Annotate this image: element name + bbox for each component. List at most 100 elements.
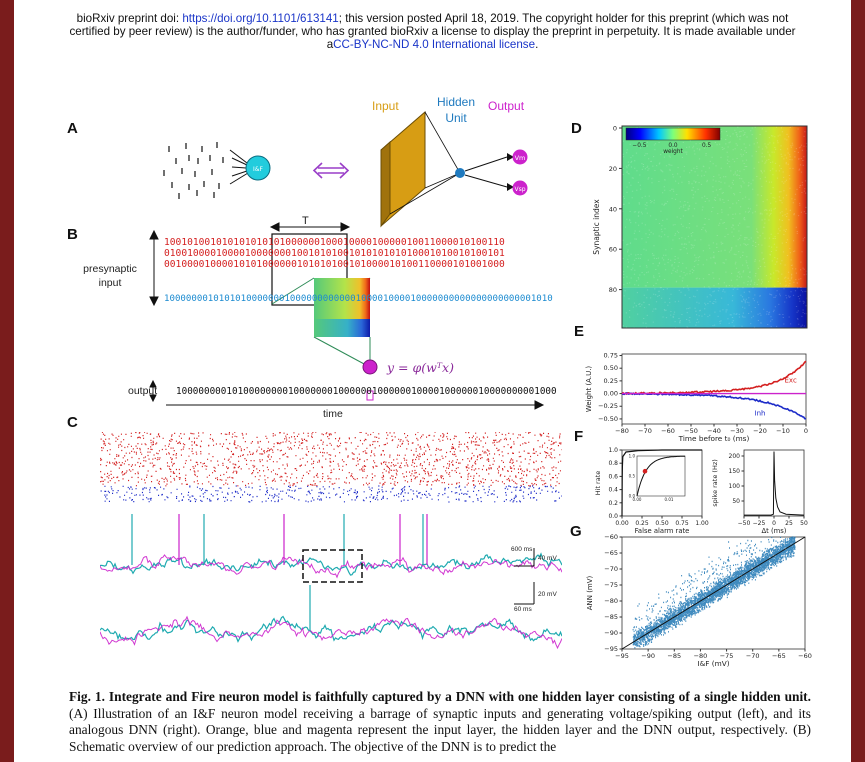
spike-raster-plot	[100, 431, 564, 504]
identity-line	[621, 536, 806, 650]
output-bits: 1000000001010000000010000000100000010000…	[176, 386, 557, 397]
ytick-label: −60	[604, 533, 618, 541]
hidden-to-output-lines	[464, 156, 508, 188]
dendrite-lines	[229, 149, 249, 185]
inset-xtick: 0.00	[633, 497, 642, 502]
panel-label-d: D	[571, 120, 582, 137]
legend-exc: Exc	[785, 376, 797, 384]
inset-ytick: 1.0	[629, 454, 636, 459]
equivalence-arrow	[312, 162, 350, 179]
output-unit	[362, 359, 378, 375]
if-neuron-body	[245, 155, 271, 181]
license-link[interactable]: CC-BY-NC-ND 4.0 International license	[333, 38, 536, 51]
xtick-label: −10	[776, 427, 790, 435]
xtick-label: −20	[753, 427, 767, 435]
exc-input-row-3: 0010000100001010100000010101010010100001…	[164, 259, 505, 270]
input-spike-raster	[163, 142, 224, 199]
xtick-label: −80	[694, 652, 708, 660]
ytick-label: 0	[613, 125, 617, 133]
output-label: output	[128, 385, 158, 397]
spike-rate-chart: −50 −25 0 25 50 200 150 100 50 Δt (ms) spike rate …	[711, 449, 808, 535]
ylabel: Weight (A.U.)	[585, 366, 593, 413]
xtick-label: −70	[638, 427, 652, 435]
inh-input-row: 1000000010101010000000100000000000010000…	[164, 294, 553, 304]
weight-matrix-exc	[314, 278, 370, 319]
colorbar	[625, 127, 721, 141]
xtick-label: 0.50	[655, 520, 669, 527]
weights-heatmap-chart: 0 20 40 60 80 Synaptic index −0.5 0.0 0.5 weight	[592, 125, 809, 329]
xlabel: I&F (mV)	[697, 659, 729, 668]
exc-input-row-1: 1001010010101010101010000001000100001000…	[164, 237, 505, 248]
ytick-label: 0.4	[608, 487, 618, 494]
output-vm-node	[512, 149, 528, 165]
ann-vs-if-scatter: −95 −90 −85 −80 −75 −70 −65 −60 −60 −65 −70 −75 −80 −…	[586, 533, 812, 668]
input-layer-side	[380, 140, 391, 228]
scale2-voltage: 20 mV	[538, 591, 557, 598]
xtick-label: −80	[615, 427, 629, 435]
caption-body: (A) Illustration of an I&F neuron model …	[69, 705, 811, 754]
preprint-page: bioRxiv preprint doi: https://doi.org/10…	[14, 0, 851, 762]
heatmap-ylabel: Synaptic index	[592, 199, 601, 255]
xtick-label: 0	[772, 520, 776, 527]
heatmap-inh-block	[622, 287, 807, 328]
caption-title: Fig. 1. Integrate and Fire neuron model …	[69, 689, 811, 704]
ytick-label: 100	[729, 483, 741, 490]
weight-matrix-inh	[314, 319, 370, 337]
inset-xtick: 0.01	[665, 497, 674, 502]
ylabel: spike rate (Hz)	[711, 459, 719, 507]
if-neuron-label: I&F	[253, 166, 263, 173]
ylabel: ANN (mV)	[586, 575, 594, 610]
ytick-label: −80	[604, 597, 618, 605]
series-inh	[621, 392, 806, 420]
xtick-label: 0.00	[615, 520, 629, 527]
ytick-label: −70	[604, 565, 618, 573]
colorbar-tick: 0.5	[702, 143, 712, 149]
ytick-label: 0.50	[604, 364, 618, 372]
xlabel: Δt (ms)	[762, 527, 787, 535]
xtick-label: −65	[772, 652, 786, 660]
ylabel: Hit rate	[594, 471, 602, 496]
xlabel: False alarm rate	[635, 527, 690, 535]
xtick-label: −85	[667, 652, 681, 660]
header-text: .	[535, 38, 539, 51]
legend-inh: Inh	[755, 409, 766, 417]
scale2-time: 60 ms	[514, 606, 532, 613]
plot-frame	[621, 353, 807, 425]
ytick-label: 80	[609, 286, 617, 294]
inset-ytick: 0.0	[629, 494, 636, 499]
ytick-label: 0.8	[608, 460, 618, 467]
input-to-hidden-lines	[389, 111, 461, 215]
roc-curve	[621, 449, 702, 517]
figure-caption: Fig. 1. Integrate and Fire neuron model …	[69, 689, 811, 755]
panel-label-g: G	[570, 523, 582, 540]
ytick-label: −95	[604, 645, 618, 653]
dnn-formula: y = φ(wᵀx)	[387, 360, 454, 375]
panel-label-a: A	[67, 120, 78, 137]
voltage-trace-long	[100, 514, 562, 579]
preprint-header-line2: certified by peer review) is the author/…	[69, 25, 796, 38]
preprint-header-line3: aCC-BY-NC-ND 4.0 International license.	[14, 38, 851, 52]
xtick-label: −70	[746, 652, 760, 660]
xtick-label: −75	[720, 652, 734, 660]
xtick-label: −40	[707, 427, 721, 435]
xtick-label: −95	[615, 652, 629, 660]
heatmap-frame	[621, 125, 808, 329]
ytick-label: 60	[609, 246, 617, 254]
panel-label-c: C	[67, 414, 78, 431]
panel-label-e: E	[574, 323, 585, 340]
temporal-weights-chart: −80 −70 −60 −50 −40 −30 −20 −10 0 0.75 0.50 0.25 0.0…	[585, 352, 808, 443]
output-vsp-label: Vsp	[514, 186, 525, 193]
ytick-label: −90	[604, 629, 618, 637]
magenta-trace	[100, 554, 562, 579]
panel-label-b: B	[67, 226, 78, 243]
exc-spikes	[100, 431, 564, 487]
heatmap-noise	[622, 125, 809, 329]
doi-link[interactable]: https://doi.org/10.1101/613141	[182, 12, 339, 25]
ytick-label: 200	[729, 453, 741, 460]
hidden-unit-node	[455, 168, 465, 178]
ytick-label: 0.00	[604, 390, 618, 398]
ytick-label: −0.50	[598, 415, 618, 423]
spike-rate-curve	[744, 451, 805, 516]
roc-chart: 0.00 0.25 0.50 0.75 1.00 1.0 0.8 0.6 0.4 0.2 0.0 Fa…	[594, 447, 709, 535]
series-exc	[621, 360, 807, 396]
